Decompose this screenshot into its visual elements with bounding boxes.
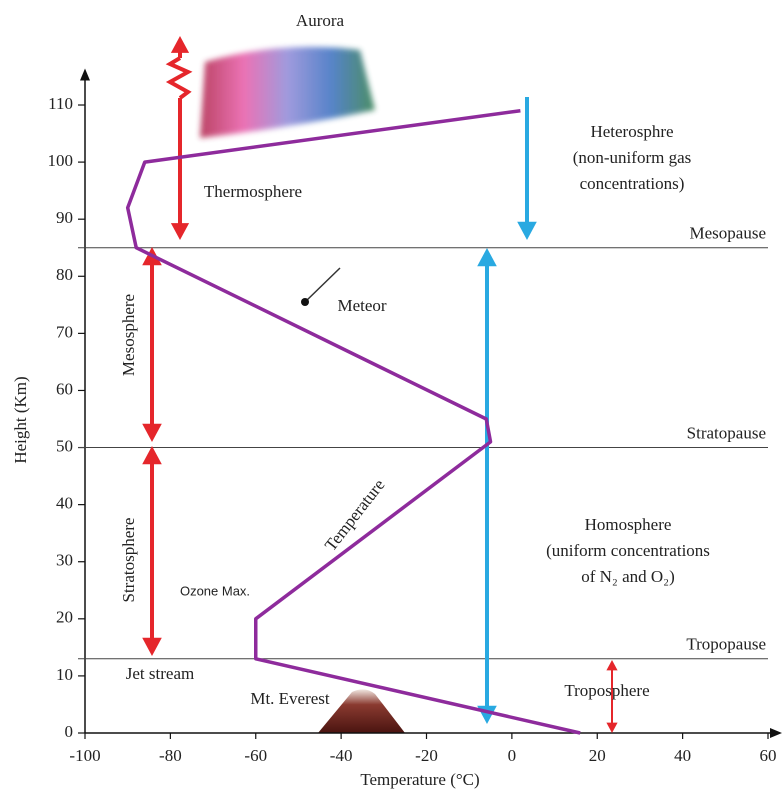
- x-tick-label: 40: [674, 746, 691, 765]
- everest-label: Mt. Everest: [250, 689, 330, 708]
- x-tick-label: 60: [760, 746, 777, 765]
- heterosphere-label: Heterosphre: [590, 122, 673, 141]
- strato-arrow-head: [142, 638, 162, 656]
- x-axis-arrow: [770, 728, 782, 738]
- y-tick-label: 50: [56, 436, 73, 455]
- jet-label: Jet stream: [126, 664, 194, 683]
- homo-arrow-head: [477, 248, 497, 266]
- aurora-image: [200, 47, 375, 138]
- y-tick-label: 60: [56, 379, 73, 398]
- temperature-line: [128, 111, 580, 733]
- x-tick-label: -80: [159, 746, 182, 765]
- layer-label: Thermosphere: [204, 182, 302, 201]
- y-tick-label: 40: [56, 494, 73, 513]
- hetero-arrow-head: [517, 222, 537, 240]
- boundary-label: Tropopause: [686, 635, 766, 654]
- ozone-label: Ozone Max.: [180, 583, 250, 598]
- x-tick-label: 0: [508, 746, 517, 765]
- y-tick-label: 110: [48, 94, 73, 113]
- y-tick-label: 0: [65, 722, 74, 741]
- zigzag: [170, 58, 188, 98]
- meso-arrow-head: [142, 424, 162, 442]
- x-tick-label: -60: [244, 746, 267, 765]
- meteor-icon: [301, 298, 309, 306]
- x-tick-label: -20: [415, 746, 438, 765]
- y-tick-label: 10: [56, 665, 73, 684]
- heterosphere-label: (non-uniform gas: [573, 148, 692, 167]
- aurora-label: Aurora: [296, 11, 345, 30]
- boundary-label: Mesopause: [690, 224, 766, 243]
- x-tick-label: -40: [330, 746, 353, 765]
- y-axis-title: Height (Km): [11, 376, 30, 463]
- mountain-icon: [318, 689, 405, 733]
- homosphere-label: Homosphere: [585, 515, 672, 534]
- y-tick-label: 100: [48, 151, 74, 170]
- strato-arrow-head: [142, 446, 162, 464]
- heterosphere-label: concentrations): [580, 174, 685, 193]
- meteor-label: Meteor: [337, 296, 386, 315]
- thermo-arrow-head: [171, 223, 189, 240]
- layer-label: Troposphere: [564, 681, 649, 700]
- thermo-arrow-top-head: [171, 36, 189, 53]
- boundary-label: Stratopause: [687, 423, 766, 442]
- y-tick-label: 70: [56, 322, 73, 341]
- y-tick-label: 30: [56, 551, 73, 570]
- x-tick-label: 20: [589, 746, 606, 765]
- homosphere-label: (uniform concentrations: [546, 541, 710, 560]
- y-tick-label: 90: [56, 208, 73, 227]
- y-tick-label: 20: [56, 608, 73, 627]
- tropo-arrow-head: [606, 660, 617, 670]
- y-axis-arrow: [80, 68, 90, 80]
- y-tick-label: 80: [56, 265, 73, 284]
- x-axis-title: Temperature (°C): [360, 770, 479, 789]
- tropo-arrow-head: [606, 723, 617, 733]
- x-tick-label: -100: [69, 746, 100, 765]
- chart: 0 10 20 30 40 50 60 70 80 90 100 110 -100 -80 -60 -40 -2…: [0, 0, 784, 794]
- layer-label: Stratosphere: [119, 518, 138, 603]
- layer-label: Mesosphere: [119, 294, 138, 376]
- meteor-trail: [305, 268, 340, 302]
- homosphere-label: of N₂ and O₂): [581, 567, 675, 586]
